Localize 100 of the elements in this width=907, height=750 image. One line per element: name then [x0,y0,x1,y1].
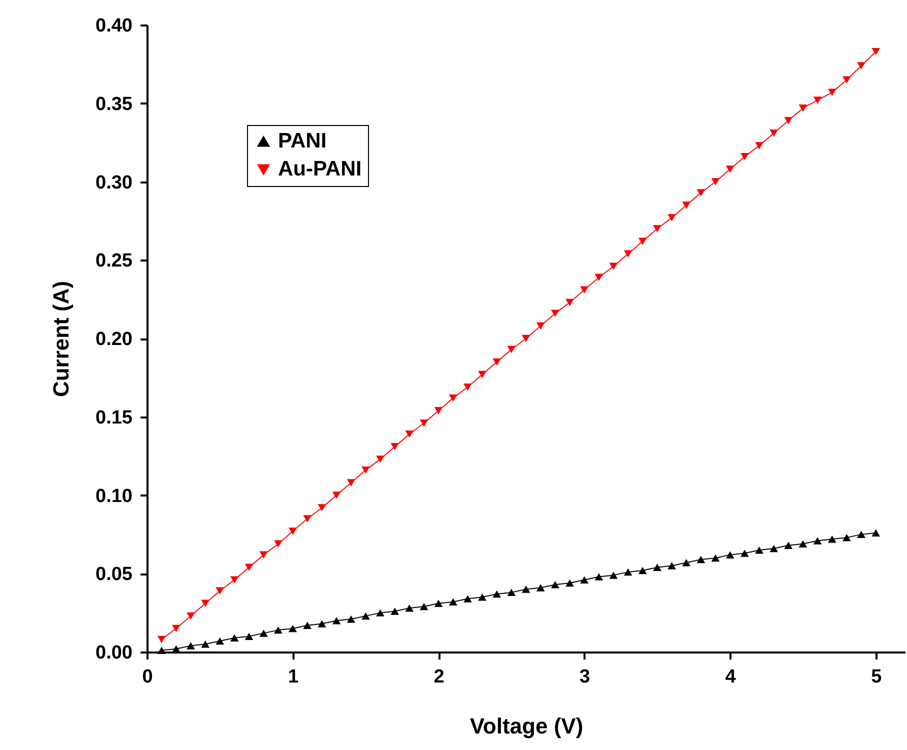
point [813,96,822,104]
point [332,617,341,624]
point [346,615,356,623]
x-tick-label: 1 [288,666,299,688]
point [186,642,195,650]
point [594,274,604,281]
y-tick-label: 0.15 [96,407,133,428]
point [784,542,793,550]
point [711,554,720,562]
point [230,634,239,642]
point [448,394,458,402]
point [201,640,210,648]
point [405,430,414,438]
point [550,580,560,588]
y-tick-label: 0.00 [96,642,132,664]
point [872,48,880,56]
point [259,551,268,558]
point [872,529,880,536]
point [740,550,749,557]
point [464,383,472,391]
point [770,544,778,552]
point [405,604,414,612]
point [492,590,502,598]
point [244,564,254,571]
point [828,88,836,96]
point [244,632,254,640]
point [609,572,618,579]
point [784,116,793,124]
point [448,598,458,606]
point [259,630,268,637]
point [696,556,706,564]
y-tick-label: 0.20 [96,329,132,350]
point [420,602,428,610]
point [755,546,764,554]
point [172,624,180,632]
x-tick-label: 0 [142,666,153,688]
point [172,645,180,652]
point [288,624,297,632]
point [668,562,676,570]
point [624,250,632,258]
point [580,286,588,294]
point [478,370,486,378]
point [332,492,341,499]
point [813,537,822,544]
point [857,530,866,538]
point [318,504,326,512]
legend-label: Au-PANI [278,158,362,180]
y-tick-label: 0.10 [96,486,132,507]
point [361,466,370,474]
point [478,594,486,601]
point [434,406,443,414]
point [361,612,370,620]
point [216,637,224,645]
point [798,540,808,548]
point [653,564,662,571]
point [682,559,691,566]
x-tick-label: 2 [434,666,444,688]
point [186,612,195,620]
point [755,142,764,150]
point [668,214,676,222]
point [740,153,749,160]
point [303,515,312,522]
point [434,600,443,608]
point [842,534,851,542]
point [536,584,545,592]
point [726,166,734,173]
point [216,587,224,594]
point [390,608,399,615]
point [653,225,662,232]
point [638,238,647,245]
point [522,334,530,342]
point [157,646,166,654]
point [842,76,851,84]
point [274,626,282,634]
point [464,595,472,602]
point [536,322,545,330]
point [726,551,734,558]
point [638,566,647,574]
x-tick-label: 5 [871,666,882,688]
point [696,189,706,196]
point [274,540,282,548]
point [828,536,836,543]
x-tick-label: 3 [580,666,590,688]
point [390,443,399,450]
point [566,579,574,587]
y-tick-label: 0.05 [96,564,133,586]
point [566,298,574,306]
point [550,310,560,318]
point [288,528,297,535]
point [376,456,384,463]
point [201,600,210,608]
point [770,130,778,137]
y-axis-title: Current (A) [48,280,74,398]
point [230,576,239,584]
y-tick-label: 0.40 [96,16,132,36]
point [798,104,808,112]
point [507,346,516,354]
point [346,479,356,486]
point [303,622,312,629]
point [492,358,502,366]
